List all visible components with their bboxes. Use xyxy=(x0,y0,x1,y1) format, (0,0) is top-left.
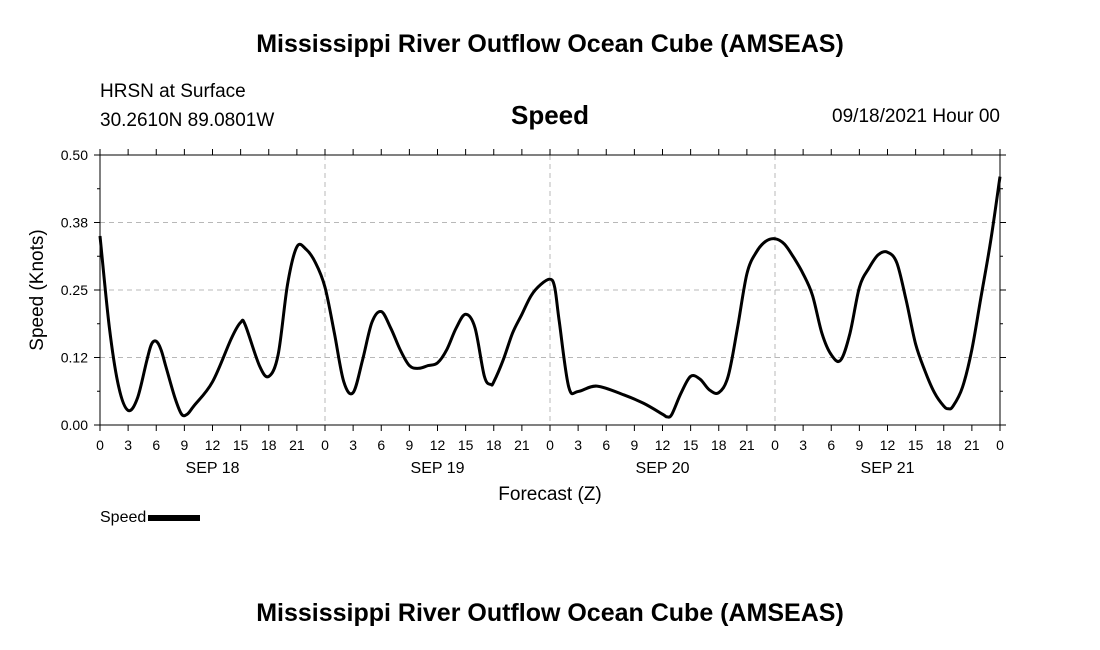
x-tick-label: 3 xyxy=(799,437,807,453)
x-tick-label: 6 xyxy=(377,437,385,453)
x-tick-label: 9 xyxy=(630,437,638,453)
x-tick-label: 3 xyxy=(349,437,357,453)
x-tick-label: 15 xyxy=(458,437,474,453)
x-tick-label: 12 xyxy=(430,437,446,453)
station-name: HRSN at Surface xyxy=(100,81,246,102)
x-tick-label: 0 xyxy=(321,437,329,453)
x-tick-label: 9 xyxy=(405,437,413,453)
x-tick-label: 0 xyxy=(96,437,104,453)
chart-title: Mississippi River Outflow Ocean Cube (AM… xyxy=(256,30,844,58)
station-coords: 30.2610N 89.0801W xyxy=(100,110,275,131)
date-label: SEP 19 xyxy=(411,460,465,477)
x-tick-label: 12 xyxy=(205,437,221,453)
x-tick-label: 21 xyxy=(289,437,305,453)
legend: Speed xyxy=(100,509,201,527)
x-tick-label: 6 xyxy=(152,437,160,453)
x-tick-label: 18 xyxy=(261,437,277,453)
x-tick-label: 3 xyxy=(574,437,582,453)
legend-swatch xyxy=(148,515,201,521)
y-axis-label: Speed (Knots) xyxy=(27,229,48,350)
footer-title: Mississippi River Outflow Ocean Cube (AM… xyxy=(256,599,844,627)
station-info: HRSN at Surface 30.2610N 89.0801W xyxy=(100,77,274,135)
variable-title: Speed xyxy=(510,100,590,130)
x-tick-label: 21 xyxy=(739,437,755,453)
date-label: SEP 20 xyxy=(636,460,690,477)
x-tick-label: 9 xyxy=(180,437,188,453)
plot-frame xyxy=(99,154,1001,426)
y-tick-label: 0.12 xyxy=(61,350,88,366)
forecast-datetime: 09/18/2021 Hour 00 xyxy=(832,106,1000,127)
x-tick-label: 0 xyxy=(546,437,554,453)
x-tick-label: 15 xyxy=(683,437,699,453)
x-tick-label: 6 xyxy=(827,437,835,453)
y-tick-label: 0.00 xyxy=(61,417,88,433)
x-tick-label: 6 xyxy=(602,437,610,453)
x-tick-label: 12 xyxy=(655,437,671,453)
x-tick-label: 21 xyxy=(964,437,980,453)
y-tick-label: 0.25 xyxy=(61,282,88,298)
y-tick-label: 0.50 xyxy=(61,147,88,163)
x-tick-label: 9 xyxy=(855,437,863,453)
series-line-speed xyxy=(98,176,1002,419)
x-tick-label: 15 xyxy=(908,437,924,453)
x-tick-label: 0 xyxy=(996,437,1004,453)
x-tick-label: 0 xyxy=(771,437,779,453)
date-label: SEP 18 xyxy=(186,460,240,477)
x-tick-label: 18 xyxy=(711,437,727,453)
y-tick-label: 0.38 xyxy=(61,215,88,231)
x-tick-label: 21 xyxy=(514,437,530,453)
x-tick-label: 12 xyxy=(880,437,896,453)
x-tick-label: 3 xyxy=(124,437,132,453)
x-axis-label: Forecast (Z) xyxy=(498,484,601,505)
date-label: SEP 21 xyxy=(861,460,915,477)
x-tick-label: 18 xyxy=(486,437,502,453)
legend-label: Speed xyxy=(100,509,147,526)
x-tick-label: 18 xyxy=(936,437,952,453)
x-tick-label: 15 xyxy=(233,437,249,453)
